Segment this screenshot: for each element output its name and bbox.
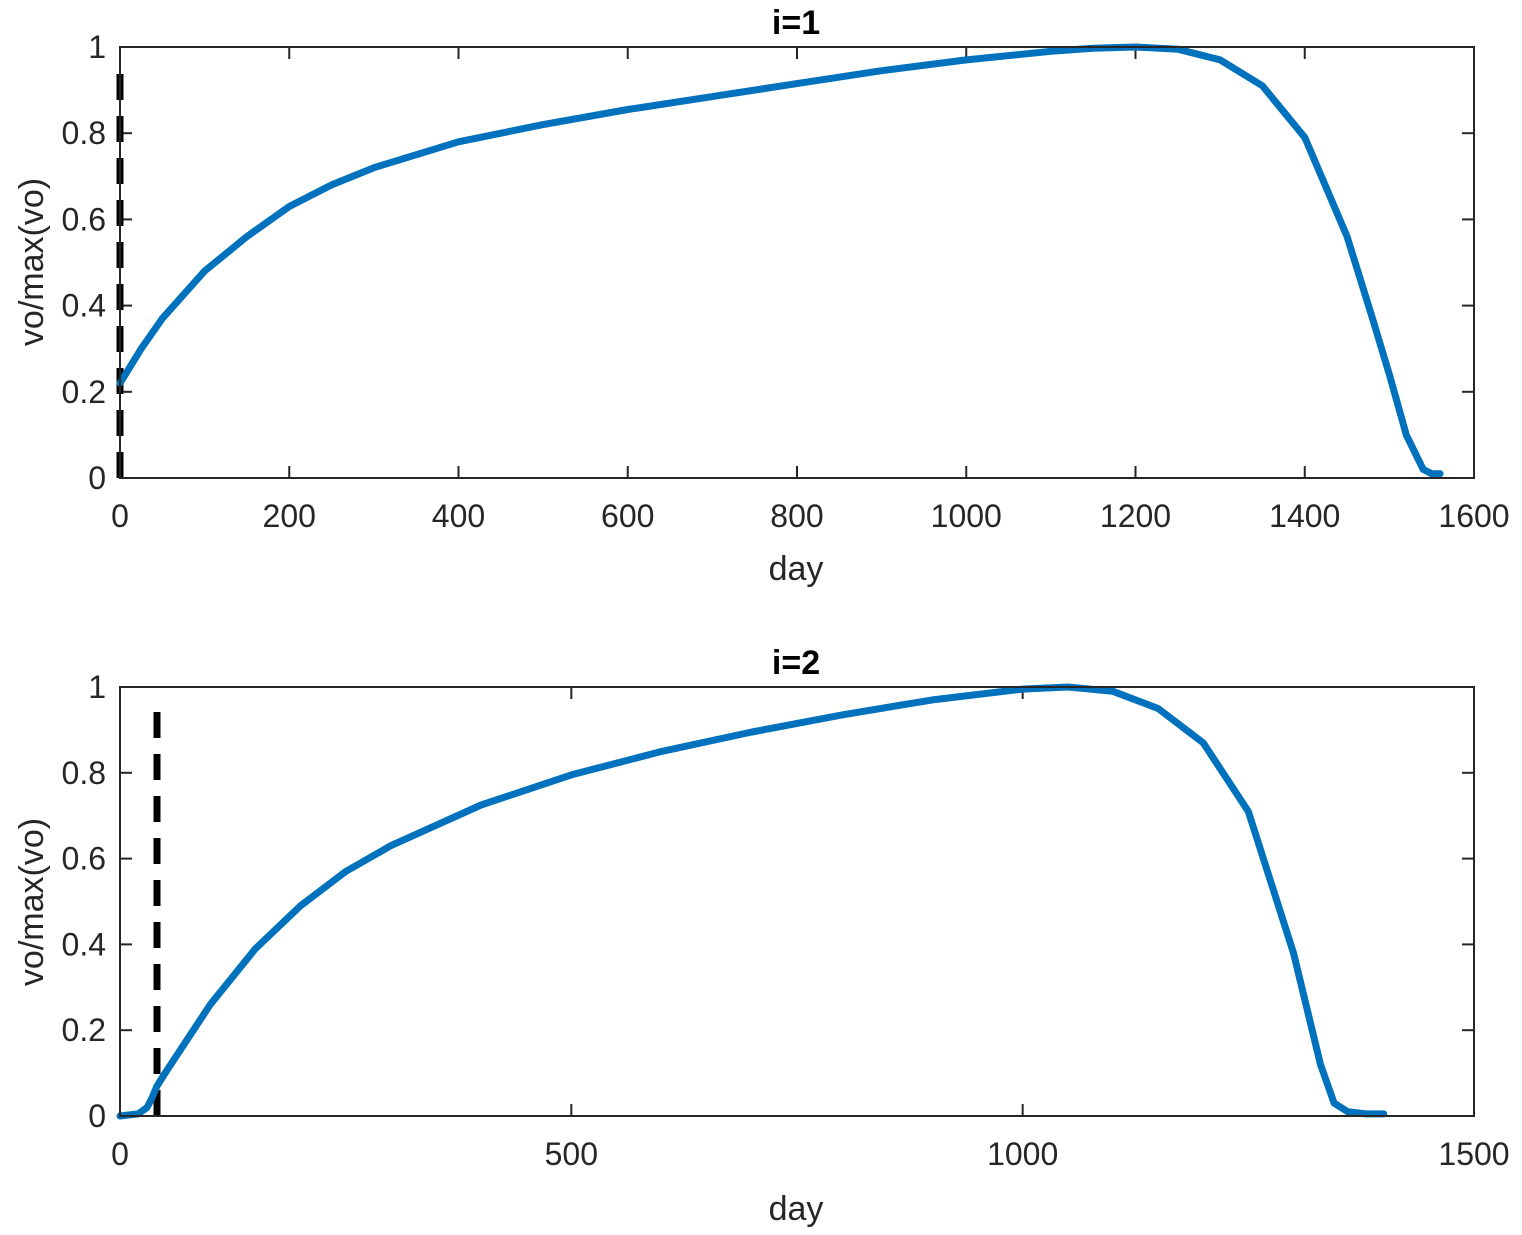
x-tick-label: 1400 bbox=[1269, 498, 1340, 534]
x-tick-label: 1600 bbox=[1438, 498, 1509, 534]
y-tick-label: 0.6 bbox=[62, 841, 106, 877]
y-tick-label: 0.6 bbox=[62, 201, 106, 237]
y-tick-label: 0 bbox=[88, 460, 106, 496]
y-tick-label: 1 bbox=[88, 29, 106, 65]
tick-labels: 0 200 400 600 800 1000 1200 1400 1600 0 0.2 0.4 0.6 0… bbox=[62, 29, 1510, 534]
x-tick-label: 200 bbox=[263, 498, 316, 534]
x-tick-label: 600 bbox=[601, 498, 654, 534]
y-tick-label: 0.8 bbox=[62, 755, 106, 791]
y-axis-label: vo/max(vo) bbox=[13, 818, 51, 986]
x-tick-label: 1200 bbox=[1100, 498, 1171, 534]
series-lines bbox=[116, 43, 1444, 478]
y-tick-label: 0 bbox=[88, 1098, 106, 1134]
x-tick-label: 1000 bbox=[987, 1136, 1058, 1172]
tick-labels: 0 500 1000 1500 0 0.2 0.4 0.6 0.8 1 bbox=[62, 669, 1510, 1172]
series-line bbox=[116, 43, 1444, 478]
x-tick-label: 800 bbox=[770, 498, 823, 534]
y-tick-label: 0.8 bbox=[62, 115, 106, 151]
series-lines bbox=[116, 683, 1388, 1120]
x-tick-label: 1500 bbox=[1438, 1136, 1509, 1172]
plot-frame bbox=[119, 686, 1475, 1117]
y-axis-label: vo/max(vo) bbox=[13, 178, 51, 346]
series-line bbox=[116, 683, 1388, 1120]
y-tick-label: 0.2 bbox=[62, 374, 106, 410]
chart-title: i=1 bbox=[772, 4, 820, 42]
x-axis-label: day bbox=[769, 550, 824, 588]
x-tick-label: 400 bbox=[432, 498, 485, 534]
subplot-i1: i=1 day vo/max(vo) 0 200 400 600 800 1000 1200… bbox=[13, 4, 1510, 588]
y-tick-label: 0.4 bbox=[62, 926, 106, 962]
plot-frame bbox=[119, 46, 1475, 479]
x-tick-label: 500 bbox=[545, 1136, 598, 1172]
y-tick-label: 0.2 bbox=[62, 1012, 106, 1048]
chart-title: i=2 bbox=[772, 644, 820, 682]
x-tick-label: 0 bbox=[111, 498, 129, 534]
y-tick-label: 1 bbox=[88, 669, 106, 705]
x-tick-label: 0 bbox=[111, 1136, 129, 1172]
subplot-i2: i=2 day vo/max(vo) 0 500 1000 1500 0 0.2 0.4 0.… bbox=[13, 644, 1510, 1228]
y-tick-label: 0.4 bbox=[62, 288, 106, 324]
x-axis-label: day bbox=[769, 1190, 824, 1228]
x-tick-label: 1000 bbox=[931, 498, 1002, 534]
